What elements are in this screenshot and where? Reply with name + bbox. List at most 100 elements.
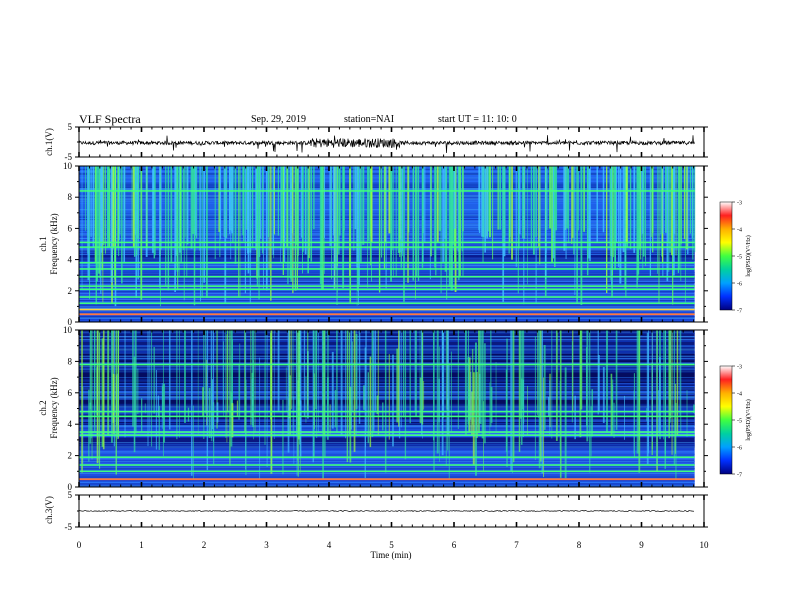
sferic-streak xyxy=(117,330,119,437)
noise-line xyxy=(79,412,695,413)
sferic-streak xyxy=(114,166,115,263)
noise-line xyxy=(79,248,695,250)
sferic-streak xyxy=(423,381,425,410)
noise-line xyxy=(79,366,695,367)
sferic-streak xyxy=(555,330,558,441)
noise-line xyxy=(79,223,695,225)
sferic-streak xyxy=(225,166,228,239)
sferic-streak xyxy=(176,330,178,440)
noise-line xyxy=(79,425,695,426)
noise-line xyxy=(79,454,695,456)
y-tick-label: 6 xyxy=(68,388,73,398)
sferic-streak xyxy=(249,166,251,303)
sferic-streak xyxy=(546,166,548,230)
sferic-streak xyxy=(596,166,598,242)
sferic-streak xyxy=(370,166,373,243)
noise-line xyxy=(79,170,695,171)
noise-line xyxy=(79,245,695,247)
noise-line xyxy=(79,233,695,235)
persistent-line-1.4khz xyxy=(79,464,695,466)
y-tick-label: -5 xyxy=(65,152,73,162)
sferic-streak xyxy=(203,330,205,439)
noise-line xyxy=(79,224,695,226)
noise-line xyxy=(79,181,695,183)
y-tick-label: 2 xyxy=(68,286,73,296)
noise-line xyxy=(79,333,695,334)
noise-line xyxy=(79,174,695,176)
noise-line xyxy=(79,305,695,307)
sferic-streak xyxy=(398,166,400,253)
sferic-streak xyxy=(402,330,405,418)
sferic-streak xyxy=(502,166,504,243)
sferic-streak xyxy=(162,385,164,418)
sferic-streak xyxy=(380,166,383,258)
y-tick-label: 5 xyxy=(68,122,73,132)
y-tick-label: 0 xyxy=(68,482,73,492)
sferic-streak xyxy=(519,330,522,419)
sferic-streak xyxy=(88,389,90,462)
noise-line xyxy=(79,386,695,387)
noise-line xyxy=(79,448,695,450)
sferic-streak xyxy=(482,166,484,263)
sferic-streak xyxy=(692,166,694,260)
sferic-streak xyxy=(336,166,338,267)
noise-line xyxy=(79,293,695,294)
persistent-line-4.5khz xyxy=(79,415,695,418)
colorbar1-label: log(PSD)(V²/Hz) xyxy=(745,235,752,276)
sferic-streak xyxy=(264,361,266,445)
date-label: Sep. 29, 2019 xyxy=(251,114,306,125)
sferic-streak xyxy=(519,166,521,235)
noise-line xyxy=(79,396,695,397)
sferic-streak xyxy=(339,166,341,236)
persistent-line-5.1khz xyxy=(79,241,695,244)
noise-line xyxy=(79,468,695,469)
sferic-streak xyxy=(96,166,98,282)
sferic-streak xyxy=(123,166,126,263)
sferic-streak xyxy=(153,166,156,259)
sferic-streak xyxy=(474,342,477,476)
sferic-streak xyxy=(231,166,234,234)
sferic-streak xyxy=(296,166,298,245)
sferic-streak xyxy=(415,330,417,417)
noise-line xyxy=(79,185,695,187)
noise-line xyxy=(79,178,695,180)
sferic-streak xyxy=(242,166,245,236)
sferic-streak xyxy=(578,166,579,231)
sferic-streak xyxy=(565,166,567,260)
sferic-streak xyxy=(310,166,313,262)
sferic-streak xyxy=(135,330,137,434)
sferic-streak xyxy=(216,402,219,423)
sferic-streak xyxy=(232,339,233,431)
sferic-streak xyxy=(289,166,292,245)
sferic-streak xyxy=(664,330,667,469)
noise-line xyxy=(79,405,695,407)
noise-line xyxy=(79,368,695,369)
sferic-streak xyxy=(192,405,194,479)
sferic-streak xyxy=(346,330,349,463)
noise-line xyxy=(79,218,695,219)
colorbar-tick-label: -3 xyxy=(737,365,742,371)
sferic-streak xyxy=(398,330,400,427)
sferic-streak xyxy=(404,330,407,460)
noise-line xyxy=(79,251,695,253)
sferic-streak xyxy=(246,166,248,230)
sferic-streak xyxy=(255,166,257,250)
sferic-streak xyxy=(297,330,300,440)
noise-line xyxy=(79,281,695,283)
noise-line xyxy=(79,185,695,187)
sferic-streak xyxy=(650,166,652,238)
sferic-streak xyxy=(193,166,196,306)
sferic-streak xyxy=(645,166,647,267)
noise-line xyxy=(79,209,695,210)
noise-line xyxy=(79,339,695,341)
noise-line xyxy=(79,248,695,250)
noise-line xyxy=(79,348,695,350)
sferic-streak xyxy=(672,166,674,305)
figure-title: VLF Spectra xyxy=(79,112,141,126)
noise-line xyxy=(79,443,695,445)
sferic-streak xyxy=(307,330,309,412)
sferic-streak xyxy=(367,166,370,241)
sferic-streak xyxy=(686,390,688,437)
noise-line xyxy=(79,458,695,460)
sferic-streak xyxy=(229,166,231,235)
